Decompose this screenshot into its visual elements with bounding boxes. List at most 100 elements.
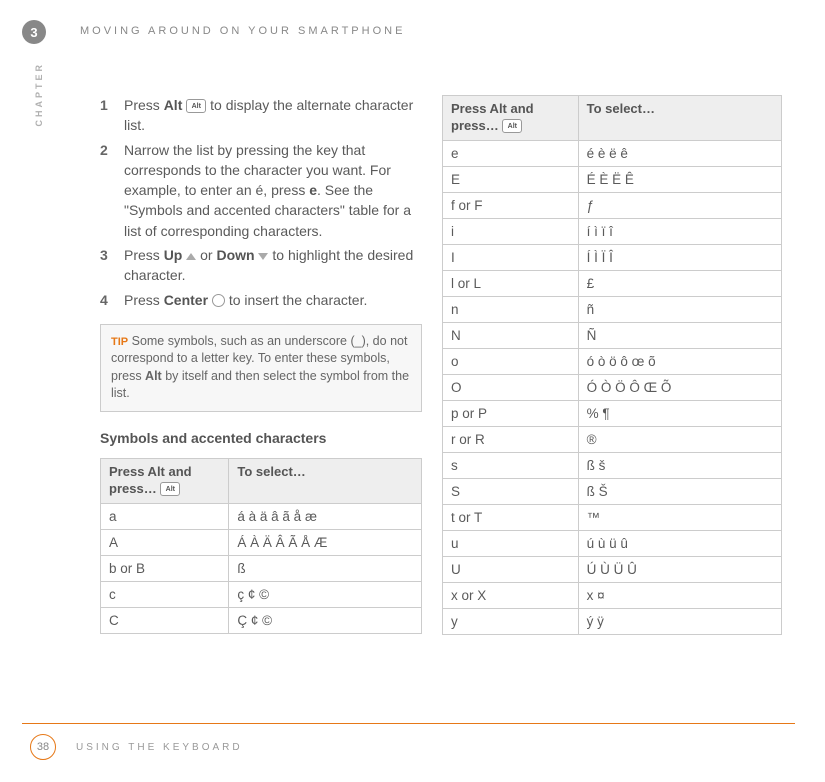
steps-list: 1Press Alt Alt to display the alternate … <box>100 95 422 310</box>
symbols-table-2: Press Alt and press… Alt To select… eé è… <box>442 95 782 635</box>
step-number: 3 <box>100 245 124 286</box>
table-cell-value: % ¶ <box>578 400 781 426</box>
tip-label: TIP <box>111 336 128 348</box>
table-cell-key: N <box>443 322 579 348</box>
tip-text: Some symbols, such as an underscore (_),… <box>111 334 409 401</box>
table-cell-key: e <box>443 140 579 166</box>
table-row: t or T™ <box>443 504 782 530</box>
table-cell-key: A <box>101 529 229 555</box>
table-row: eé è ë ê <box>443 140 782 166</box>
table-row: aá à ä â ã å æ <box>101 503 422 529</box>
table-row: ií ì ï î <box>443 218 782 244</box>
table-cell-value: Ç ¢ © <box>229 607 422 633</box>
table-cell-value: Ñ <box>578 322 781 348</box>
table-header-select: To select… <box>229 458 422 503</box>
table-row: AÁ À Ä Â Ã Å Æ <box>101 529 422 555</box>
table-cell-key: I <box>443 244 579 270</box>
center-icon <box>212 294 225 307</box>
table-header-row: Press Alt and press… Alt To select… <box>443 96 782 141</box>
step-text: Press Center to insert the character. <box>124 290 422 310</box>
step-text: Narrow the list by pressing the key that… <box>124 140 422 241</box>
table-cell-key: u <box>443 530 579 556</box>
table-cell-value: Á À Ä Â Ã Å Æ <box>229 529 422 555</box>
table-cell-value: í ì ï î <box>578 218 781 244</box>
table-cell-key: i <box>443 218 579 244</box>
footer-title: USING THE KEYBOARD <box>76 742 243 753</box>
table-row: b or Bß <box>101 555 422 581</box>
table-row: CÇ ¢ © <box>101 607 422 633</box>
symbols-table-1: Press Alt and press… Alt To select… aá à… <box>100 458 422 634</box>
table-cell-key: s <box>443 452 579 478</box>
table-cell-value: Ó Ò Ö Ô Œ Õ <box>578 374 781 400</box>
table-cell-key: p or P <box>443 400 579 426</box>
page-number-badge: 38 <box>30 734 56 760</box>
table-row: l or L£ <box>443 270 782 296</box>
table-cell-value: x ¤ <box>578 582 781 608</box>
table-row: Sß Š <box>443 478 782 504</box>
alt-key-icon: Alt <box>186 99 206 113</box>
table-cell-key: C <box>101 607 229 633</box>
table-cell-key: l or L <box>443 270 579 296</box>
table-row: NÑ <box>443 322 782 348</box>
table-cell-key: U <box>443 556 579 582</box>
table-cell-key: E <box>443 166 579 192</box>
main-content: 1Press Alt Alt to display the alternate … <box>100 95 795 635</box>
table-cell-key: b or B <box>101 555 229 581</box>
table-header-select: To select… <box>578 96 781 141</box>
table-row: oó ò ö ô œ õ <box>443 348 782 374</box>
table-cell-value: ƒ <box>578 192 781 218</box>
table-cell-value: ç ¢ © <box>229 581 422 607</box>
table-cell-key: o <box>443 348 579 374</box>
step-number: 2 <box>100 140 124 241</box>
table-cell-key: a <box>101 503 229 529</box>
left-column: 1Press Alt Alt to display the alternate … <box>100 95 422 635</box>
step-number: 1 <box>100 95 124 136</box>
table-cell-value: ó ò ö ô œ õ <box>578 348 781 374</box>
step-text: Press Up or Down to highlight the desire… <box>124 245 422 286</box>
table-cell-key: y <box>443 608 579 634</box>
table-row: p or P% ¶ <box>443 400 782 426</box>
table-header-key: Press Alt and press… Alt <box>443 96 579 141</box>
step-item: 3Press Up or Down to highlight the desir… <box>100 245 422 286</box>
table-cell-value: Í Ì Ï Î <box>578 244 781 270</box>
alt-key-icon: Alt <box>160 482 180 496</box>
step-number: 4 <box>100 290 124 310</box>
alt-key-icon: Alt <box>502 119 522 133</box>
table-row: uú ù ü û <box>443 530 782 556</box>
table-row: r or R® <box>443 426 782 452</box>
up-icon <box>186 253 196 260</box>
table-cell-value: É È Ë Ê <box>578 166 781 192</box>
table-row: y ý ÿ <box>443 608 782 634</box>
page-footer: 38 USING THE KEYBOARD <box>22 723 795 760</box>
table-cell-key: x or X <box>443 582 579 608</box>
table-cell-value: ® <box>578 426 781 452</box>
table-cell-key: S <box>443 478 579 504</box>
table-cell-value: ß š <box>578 452 781 478</box>
table-row: x or Xx ¤ <box>443 582 782 608</box>
table-cell-value: ß <box>229 555 422 581</box>
table-row: EÉ È Ë Ê <box>443 166 782 192</box>
table-cell-value: é è ë ê <box>578 140 781 166</box>
step-text: Press Alt Alt to display the alternate c… <box>124 95 422 136</box>
table-cell-value: ú ù ü û <box>578 530 781 556</box>
table-cell-key: O <box>443 374 579 400</box>
table-row: sß š <box>443 452 782 478</box>
table-cell-value: á à ä â ã å æ <box>229 503 422 529</box>
table-header-row: Press Alt and press… Alt To select… <box>101 458 422 503</box>
table-cell-key: c <box>101 581 229 607</box>
table-row: cç ¢ © <box>101 581 422 607</box>
down-icon <box>258 253 268 260</box>
table-row: IÍ Ì Ï Î <box>443 244 782 270</box>
section-heading: Symbols and accented characters <box>100 430 422 446</box>
chapter-number-badge: 3 <box>22 20 46 44</box>
table-cell-value: £ <box>578 270 781 296</box>
page-header: 3 MOVING AROUND ON YOUR SMARTPHONE <box>0 20 825 50</box>
table-cell-key: t or T <box>443 504 579 530</box>
table-cell-value: ™ <box>578 504 781 530</box>
table-cell-value: Ú Ù Ü Û <box>578 556 781 582</box>
table-cell-value: ý ÿ <box>578 608 781 634</box>
step-item: 1Press Alt Alt to display the alternate … <box>100 95 422 136</box>
table-row: f or Fƒ <box>443 192 782 218</box>
table-cell-key: n <box>443 296 579 322</box>
step-item: 2Narrow the list by pressing the key tha… <box>100 140 422 241</box>
